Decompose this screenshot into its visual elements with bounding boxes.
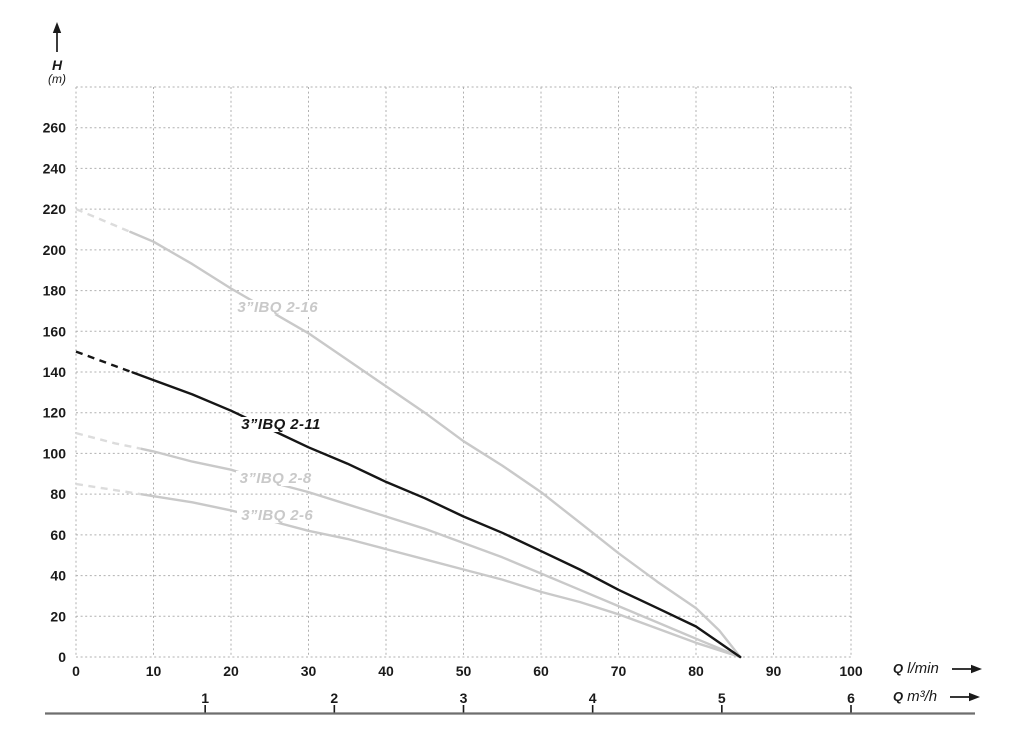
h-axis-unit: (m) xyxy=(48,72,66,86)
curve-1 xyxy=(140,447,742,659)
x-tick-label: 70 xyxy=(611,663,627,679)
y-tick-label: 40 xyxy=(50,568,66,584)
q-symbol: Q xyxy=(893,661,904,676)
h-axis-symbol: H xyxy=(51,57,63,73)
q-lmin-axis-label: Q l/min xyxy=(893,660,983,677)
y-tick-label: 240 xyxy=(43,160,67,176)
y-tick-label: 0 xyxy=(58,649,66,665)
q-symbol: Q xyxy=(893,689,904,704)
y-tick-label: 80 xyxy=(50,486,66,502)
q-m3h-unit: m³/h xyxy=(907,688,938,705)
x-axis-m3h-ticks: 1 2 3 4 5 6 xyxy=(201,690,855,713)
m3h-tick-label: 5 xyxy=(718,690,726,706)
m3h-tick-label: 4 xyxy=(589,690,597,706)
x-tick-label: 40 xyxy=(378,663,394,679)
q-lmin-unit: l/min xyxy=(907,660,939,677)
curve-2 xyxy=(140,493,742,659)
right-arrow-icon xyxy=(950,692,981,701)
curve-dashed-0 xyxy=(75,207,131,234)
y-tick-label: 60 xyxy=(50,527,66,543)
x-tick-label: 50 xyxy=(456,663,472,679)
y-tick-label: 220 xyxy=(43,201,67,217)
up-arrow-icon xyxy=(52,22,62,52)
m3h-tick-label: 1 xyxy=(201,690,209,706)
y-axis-ticks: 0 20 40 60 80 100 120 140 160 180 200 220 240 260 xyxy=(43,120,67,665)
curve-label-ibq-2-6: 3”IBQ 2-6 xyxy=(237,507,318,523)
y-tick-label: 260 xyxy=(43,120,67,136)
x-tick-label: 100 xyxy=(839,663,863,679)
m3h-tick-label: 6 xyxy=(847,690,855,706)
y-tick-label: 200 xyxy=(43,242,67,258)
curve-label-ibq-2-16: 3”IBQ 2-16 xyxy=(233,299,323,315)
y-tick-label: 20 xyxy=(50,608,66,624)
x-tick-label: 0 xyxy=(72,663,80,679)
y-tick-label: 160 xyxy=(43,323,67,339)
x-tick-label: 20 xyxy=(223,663,239,679)
curve-label-ibq-2-8: 3”IBQ 2-8 xyxy=(235,470,316,486)
x-tick-label: 10 xyxy=(146,663,162,679)
x-tick-label: 80 xyxy=(688,663,704,679)
curve-dashed-1 xyxy=(75,431,143,451)
q-m3h-axis-label: Q m³/h xyxy=(893,688,981,705)
curve-label-ibq-2-11: 3”IBQ 2-11 xyxy=(237,416,325,432)
y-tick-label: 120 xyxy=(43,405,67,421)
curve-3 xyxy=(131,371,742,659)
curve-dashed-2 xyxy=(75,482,143,496)
x-axis-lmin-ticks: 0 10 20 30 40 50 60 70 80 90 100 xyxy=(72,663,863,679)
curve-dashed-3 xyxy=(75,350,134,374)
gridlines xyxy=(75,86,852,658)
x-tick-label: 60 xyxy=(533,663,549,679)
x-tick-label: 90 xyxy=(766,663,782,679)
m3h-tick-label: 2 xyxy=(330,690,338,706)
m3h-tick-label: 3 xyxy=(460,690,468,706)
right-arrow-icon xyxy=(951,664,982,673)
x-tick-label: 30 xyxy=(301,663,317,679)
y-tick-label: 100 xyxy=(43,445,67,461)
curve-0 xyxy=(129,230,742,659)
y-tick-label: 140 xyxy=(43,364,67,380)
y-tick-label: 180 xyxy=(43,283,67,299)
